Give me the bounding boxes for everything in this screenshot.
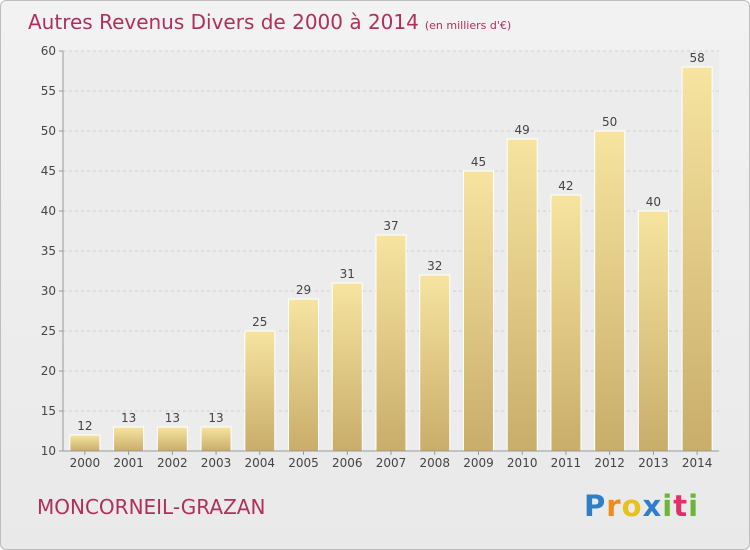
logo-letter: i [688, 489, 700, 523]
y-tick-label: 15 [41, 404, 56, 418]
x-tick-label: 2014 [682, 456, 713, 470]
y-tick-label: 35 [41, 244, 56, 258]
x-tick-label: 2011 [551, 456, 582, 470]
bar-2007 [375, 234, 407, 452]
logo-letter: P [584, 489, 607, 523]
logo-letter: r [606, 489, 622, 523]
bar-2014 [681, 66, 713, 452]
data-label: 13 [208, 411, 223, 425]
bar-2006 [331, 282, 363, 452]
x-tick-label: 2005 [288, 456, 319, 470]
data-label: 13 [121, 411, 136, 425]
data-label: 29 [296, 283, 311, 297]
chart-title-text: Autres Revenus Divers de 2000 à 2014 [28, 10, 419, 34]
logo-letter: i [662, 489, 674, 523]
y-tick-label: 25 [41, 324, 56, 338]
bar-2005 [288, 298, 320, 452]
x-tick-label: 2004 [245, 456, 276, 470]
x-tick-label: 2009 [463, 456, 494, 470]
data-label: 25 [252, 315, 267, 329]
y-tick-label: 55 [41, 84, 56, 98]
bar-2011 [550, 194, 582, 452]
bar-2009 [462, 170, 494, 452]
y-tick-label: 40 [41, 204, 56, 218]
bar-2012 [594, 130, 626, 452]
x-tick-label: 2001 [113, 456, 144, 470]
bar-2004 [244, 330, 276, 452]
chart-title: Autres Revenus Divers de 2000 à 2014 (en … [28, 10, 511, 34]
x-tick-label: 2000 [70, 456, 101, 470]
y-tick-label: 50 [41, 124, 56, 138]
data-label: 40 [646, 195, 661, 209]
bar-2010 [506, 138, 538, 452]
y-tick-label: 60 [41, 44, 56, 58]
x-tick-label: 2010 [507, 456, 538, 470]
bars [69, 66, 713, 452]
chart-subtitle: (en milliers d'€) [424, 19, 512, 32]
y-tick-label: 10 [41, 444, 56, 458]
data-label: 45 [471, 155, 486, 169]
x-tick-label: 2007 [376, 456, 407, 470]
logo-letter: o [621, 489, 643, 523]
bar-2000 [69, 434, 101, 452]
data-label: 49 [515, 123, 530, 137]
bar-2008 [419, 274, 451, 452]
proxiti-logo: Proxiti [584, 489, 699, 523]
bar-2001 [113, 426, 145, 452]
y-tick-label: 30 [41, 284, 56, 298]
bar-2002 [156, 426, 188, 452]
data-label: 50 [602, 115, 617, 129]
data-labels: 12 13 13 13 25 29 31 37 32 45 49 42 50 40 58 [77, 51, 705, 433]
x-tick-label: 2002 [157, 456, 188, 470]
y-tick-label: 20 [41, 364, 56, 378]
axes: 10 15 20 25 30 35 40 45 50 55 60 2000 2001 2002 2003 20… [41, 44, 719, 470]
data-label: 58 [689, 51, 704, 65]
x-tick-label: 2006 [332, 456, 363, 470]
commune-name: MONCORNEIL-GRAZAN [37, 495, 266, 519]
data-label: 31 [340, 267, 355, 281]
logo-letter: t [673, 489, 689, 523]
bar-2003 [200, 426, 232, 452]
x-tick-label: 2013 [638, 456, 669, 470]
data-label: 13 [165, 411, 180, 425]
logo-letter: x [642, 489, 663, 523]
data-label: 37 [383, 219, 398, 233]
bar-2013 [637, 210, 669, 452]
y-tick-label: 45 [41, 164, 56, 178]
data-label: 42 [558, 179, 573, 193]
x-tick-label: 2003 [201, 456, 232, 470]
x-tick-label: 2008 [419, 456, 450, 470]
x-tick-label: 2012 [594, 456, 625, 470]
data-label: 32 [427, 259, 442, 273]
data-label: 12 [77, 419, 92, 433]
